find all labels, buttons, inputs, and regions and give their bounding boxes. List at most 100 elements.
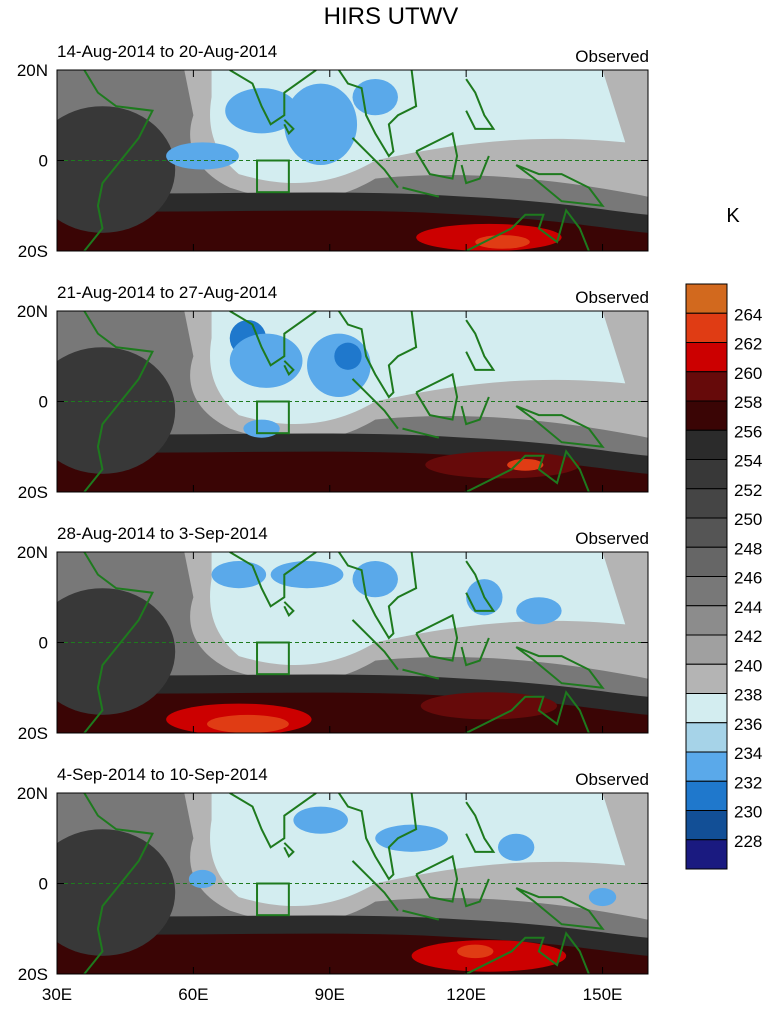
moist-contour [293,806,348,834]
coastline [462,208,590,251]
colorbar-swatch [685,634,728,665]
coastline [179,793,182,794]
coastline [515,887,605,930]
moist-contour [334,342,362,370]
study-box [256,641,290,676]
colorbar-swatch [685,663,728,694]
moist-contour [229,333,303,388]
colorbar-swatch [685,371,728,402]
colorbar-tick-label: 248 [734,539,762,558]
coastline [83,311,154,492]
coastline [460,155,490,185]
x-tick-label: 30E [42,985,72,1004]
colorbar-tick-label: 264 [734,305,762,324]
colorbar-tick-label: 244 [734,598,762,617]
y-tick-label: 0 [39,152,48,171]
colorbar-swatch [685,751,728,782]
x-tick-label: 60E [178,985,208,1004]
coastline [229,552,317,608]
panel-period-label: 14-Aug-2014 to 20-Aug-2014 [57,42,277,61]
coastline [338,70,418,158]
coastline [460,878,490,908]
colorbar-swatch [685,839,728,870]
colorbar-tick-label: 260 [734,364,762,383]
map-panels: 20N 0 20S 14-Aug-2014 to 20-Aug-2014 Observe… [17,42,649,984]
y-tick-label: 20S [18,965,48,984]
colorbar: 228 230 232 234 236 238 240 242 244 246 248 250 252 2… [685,283,762,870]
colorbar-tick-label: 262 [734,335,762,354]
colorbar-tick-label: 254 [734,452,762,471]
y-tick-label: 20N [17,784,48,803]
colorbar-tick-label: 238 [734,686,762,705]
panel-observed-label: Observed [575,770,649,789]
colorbar-swatch [685,605,728,636]
y-tick-label: 0 [39,393,48,412]
colorbar-swatch [685,400,728,431]
colorbar-tick-label: 256 [734,422,762,441]
colorbar-tick-label: 240 [734,656,762,675]
colorbar-tick-label: 234 [734,744,762,763]
y-tick-label: 20N [17,61,48,80]
moist-contour [588,888,617,907]
coastline [229,793,317,849]
coastline [515,405,605,448]
utwv-field [57,552,648,733]
map-panel: 20N 0 20S 21-Aug-2014 to 27-Aug-2014 Observe… [17,283,649,502]
colorbar-swatch [685,459,728,490]
colorbar-tick-label: 258 [734,393,762,412]
dry-west-region [57,347,176,474]
coastline [465,801,496,853]
coastline [283,360,295,377]
map-panel: 20N 0 20S 4-Sep-2014 to 10-Sep-2014 Observed [17,765,649,984]
coastline [229,70,317,126]
colorbar-swatch [685,722,728,753]
x-tick-label: 120E [446,985,486,1004]
coastline [465,319,496,371]
dry-west-region [57,829,176,956]
y-tick-label: 20N [17,543,48,562]
coastline [465,78,496,130]
coastline [460,396,490,426]
colorbar-swatch [685,312,728,343]
colorbar-swatch [685,429,728,460]
utwv-field [57,70,648,251]
coastline [415,613,459,662]
panel-observed-label: Observed [575,47,649,66]
colorbar-swatch [685,780,728,811]
y-tick-label: 20S [18,242,48,261]
panel-observed-label: Observed [575,288,649,307]
colorbar-swatch [685,576,728,607]
moist-contour [352,561,398,598]
colorbar-tick-label: 232 [734,773,762,792]
moist-contour [375,824,448,852]
colorbar-swatch [685,546,728,577]
coastline [462,449,590,492]
coastline [462,690,590,733]
colorbar-tick-label: 252 [734,481,762,500]
y-tick-label: 0 [39,634,48,653]
dry-west-region [57,588,176,715]
dry-contour [457,944,494,959]
x-axis: 30E 60E 90E 120E 150E [42,985,623,1004]
colorbar-tick-label: 246 [734,569,762,588]
coastline [83,552,154,733]
panel-observed-label: Observed [575,529,649,548]
coastline [179,311,182,312]
coastline [83,70,154,251]
map-panel: 20N 0 20S 28-Aug-2014 to 3-Sep-2014 Observed [17,524,649,743]
coastline [402,909,440,921]
y-tick-label: 20N [17,302,48,321]
study-box [256,400,290,435]
colorbar-tick-label: 236 [734,715,762,734]
colorbar-tick-label: 230 [734,803,762,822]
coastline [460,637,490,667]
coastline [283,842,295,859]
moist-contour [225,88,298,134]
dry-contour [207,714,289,733]
x-tick-label: 150E [583,985,623,1004]
coastline [402,427,440,439]
study-box [256,882,290,917]
moist-contour [270,561,344,589]
coastline [465,560,496,612]
